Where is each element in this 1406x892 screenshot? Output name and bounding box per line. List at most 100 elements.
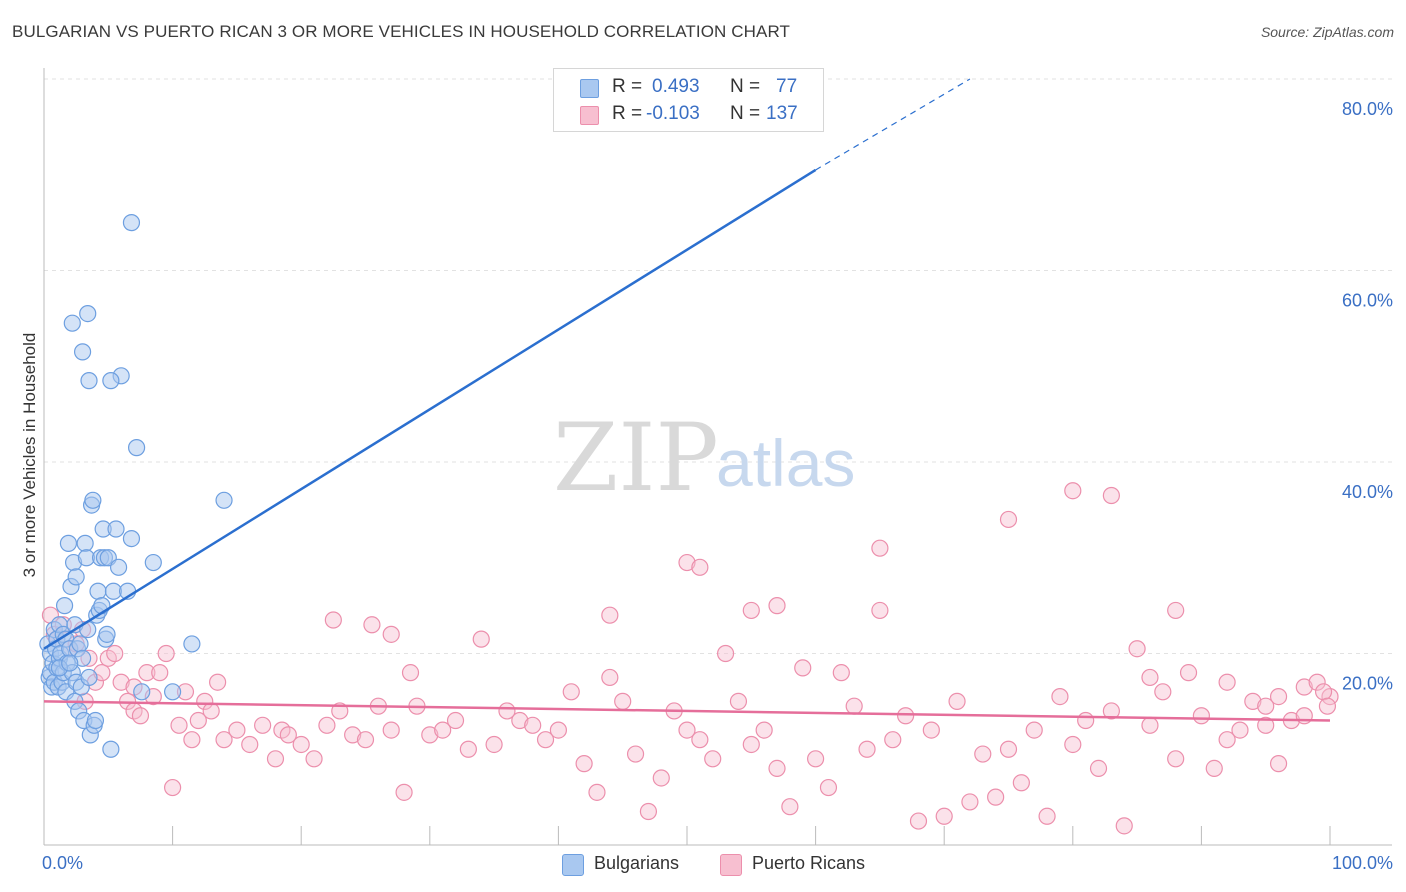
legend-bulgarians[interactable]: Bulgarians xyxy=(562,852,702,876)
puerto-rican-point xyxy=(845,697,863,715)
y-tick-label: 60.0% xyxy=(1342,291,1393,311)
puerto-rican-point xyxy=(1244,692,1262,710)
puerto-rican-point xyxy=(768,759,786,778)
puerto-rican-point xyxy=(1012,774,1030,792)
puerto-rican-point xyxy=(498,702,516,720)
puerto-rican-point xyxy=(1064,482,1082,500)
puerto-rican-point xyxy=(183,731,201,749)
puerto-rican-point xyxy=(215,731,233,749)
puerto-rican-point xyxy=(961,793,979,811)
puerto-rican-point xyxy=(704,750,722,768)
puerto-rican-point xyxy=(395,783,413,801)
puerto-rican-point xyxy=(1269,687,1288,706)
puerto-rican-point xyxy=(742,735,760,754)
blue-swatch-icon xyxy=(580,79,599,98)
bulgarian-point xyxy=(122,529,141,548)
puerto-rican-point xyxy=(742,601,760,620)
puerto-rican-point xyxy=(1141,716,1159,734)
puerto-rican-point xyxy=(266,750,285,768)
puerto-rican-point xyxy=(987,788,1005,806)
bulgarian-point xyxy=(122,214,141,232)
bulgarian-point xyxy=(107,520,125,538)
y-tick-label: 40.0% xyxy=(1342,482,1393,502)
watermark-zip: ZIP xyxy=(553,404,719,513)
bulgarian-point xyxy=(79,304,97,323)
stats-row-bulgarians: R = 0.493 N = 77 xyxy=(554,75,823,101)
puerto-rican-point xyxy=(1205,759,1223,778)
bulgarian-point xyxy=(144,553,162,572)
n-label: N = xyxy=(730,103,761,124)
puerto-rican-point xyxy=(678,721,696,739)
puerto-rican-trend-line xyxy=(43,700,1331,722)
puerto-rican-point xyxy=(639,802,658,821)
puerto-rican-point xyxy=(1102,702,1120,720)
bulgarian-point xyxy=(63,314,81,332)
puerto-rican-point xyxy=(626,745,645,763)
n-value: 77 xyxy=(776,76,798,97)
puerto-rican-point xyxy=(652,769,670,787)
puerto-rican-point xyxy=(948,692,966,710)
puerto-rican-point xyxy=(601,606,619,624)
grid-layer xyxy=(44,78,1392,654)
puerto-rican-point xyxy=(324,611,342,629)
puerto-rican-point xyxy=(781,798,799,816)
puerto-rican-point xyxy=(1025,721,1043,739)
puerto-rican-point xyxy=(691,558,709,576)
bulgarian-point xyxy=(71,635,89,653)
puerto-rican-point xyxy=(1141,668,1159,687)
puerto-rican-point xyxy=(1231,721,1249,739)
puerto-rican-point xyxy=(1115,817,1133,835)
puerto-rican-point xyxy=(999,740,1018,758)
puerto-rican-point xyxy=(858,740,876,758)
puerto-rican-point xyxy=(768,597,786,615)
bulgarian-point xyxy=(164,683,182,701)
puerto-rican-point xyxy=(228,721,246,739)
puerto-rican-point xyxy=(446,711,465,730)
puerto-rican-point xyxy=(356,731,375,749)
puerto-rican-point xyxy=(485,735,503,754)
blue-swatch-icon xyxy=(562,854,584,876)
puerto-rican-point xyxy=(344,726,362,744)
bulgarian-point xyxy=(84,491,102,509)
bulgarian-point xyxy=(61,654,79,672)
puerto-rican-point xyxy=(472,630,490,648)
puerto-rican-point xyxy=(575,755,593,773)
bulgarian-point xyxy=(59,534,78,552)
bulgarian-trend-line xyxy=(43,168,817,650)
puerto-rican-point xyxy=(151,664,169,682)
puerto-rican-point xyxy=(434,721,452,739)
puerto-rican-point xyxy=(1218,673,1236,691)
puerto-rican-point xyxy=(1269,755,1288,773)
puerto-rican-point xyxy=(755,721,773,739)
bulgarian-point xyxy=(102,740,120,758)
puerto-rican-point xyxy=(884,731,902,749)
puerto-rican-point xyxy=(1314,683,1333,701)
puerto-rican-point xyxy=(819,778,838,797)
x-tick-label: 100.0% xyxy=(1332,853,1393,873)
bulgarian-point xyxy=(73,343,92,361)
bulgarian-trend-extension xyxy=(815,78,971,171)
puerto-rican-point xyxy=(1128,640,1146,658)
puerto-rican-point xyxy=(189,711,207,730)
puerto-rican-point xyxy=(1192,707,1211,725)
puerto-rican-point xyxy=(1308,673,1326,691)
bulgarian-point xyxy=(89,582,107,600)
puerto-rican-point xyxy=(871,601,889,620)
puerto-rican-point xyxy=(421,726,439,744)
puerto-rican-point xyxy=(157,644,175,663)
puerto-rican-point xyxy=(202,702,220,720)
puerto-rican-point xyxy=(1051,687,1069,706)
puerto-rican-point xyxy=(691,731,709,749)
puerto-rican-point xyxy=(832,664,850,682)
bulgarian-point xyxy=(109,558,128,576)
puerto-rican-point xyxy=(1064,735,1082,754)
bulgarian-point xyxy=(76,534,94,552)
legend-puerto-ricans[interactable]: Puerto Ricans xyxy=(720,852,890,876)
puerto-rican-point xyxy=(524,716,542,734)
puerto-rican-point xyxy=(196,692,214,710)
source-label: Source: ZipAtlas.com xyxy=(1260,24,1394,40)
axis-layer: 20.0% 40.0% 60.0% 80.0% 0.0% 100.0% xyxy=(42,68,1393,873)
y-tick-label: 80.0% xyxy=(1342,99,1393,119)
puerto-rican-point xyxy=(588,783,606,801)
puerto-rican-point xyxy=(794,659,812,677)
